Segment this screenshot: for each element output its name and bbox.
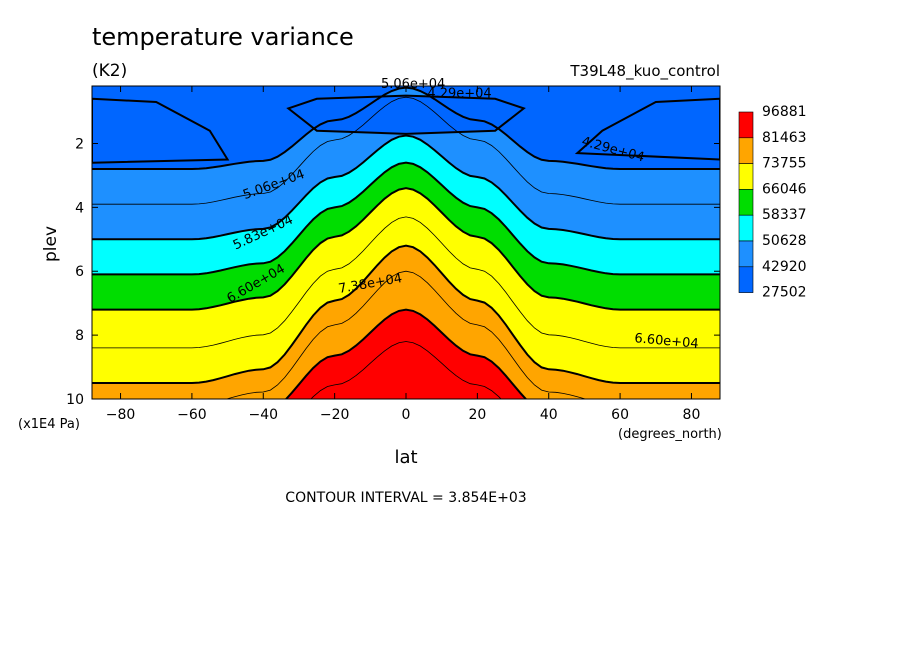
colorbar-swatch (738, 137, 754, 164)
units-label: (K2) (92, 61, 127, 81)
colorbar-label: 42920 (762, 259, 807, 275)
x-axis-title: lat (394, 447, 417, 468)
band-42920 (92, 87, 720, 240)
colorbar-label: 58337 (762, 207, 807, 223)
x-tick-label: 0 (402, 407, 411, 423)
x-axis: −80 −60 −40 −20 0 20 40 60 80 (106, 86, 701, 423)
y-tick-label: 4 (75, 200, 84, 216)
x-tick-label: 80 (683, 407, 701, 423)
colorbar-label: 27502 (762, 285, 807, 301)
colorbar-label: 73755 (762, 156, 807, 172)
chart-title: temperature variance (92, 23, 354, 51)
contour-interval-note: CONTOUR INTERVAL = 3.854E+03 (285, 490, 526, 506)
band-50628 (92, 135, 720, 275)
y-tick-label: 6 (75, 264, 84, 280)
y-tick-label: 8 (75, 328, 84, 344)
contour-line-5 (92, 216, 720, 349)
y-axis-units: (x1E4 Pa) (18, 417, 80, 432)
contour-label-0: 5.06e+04 (381, 77, 445, 92)
band-58337 (92, 162, 720, 310)
contour-line-2 (92, 134, 720, 241)
y-tick-label: 2 (75, 136, 84, 152)
contour-line-8 (284, 308, 528, 399)
y-tick-label: 10 (66, 392, 84, 408)
colorbar-swatch (738, 189, 754, 216)
contour-line-9 (310, 341, 502, 399)
x-tick-label: −60 (177, 407, 207, 423)
colorbar-swatch (738, 163, 754, 190)
contour-line-3 (92, 161, 720, 276)
upper-pool-2 (286, 94, 526, 135)
x-tick-label: 60 (611, 407, 629, 423)
y-axis-title: plev (41, 226, 61, 262)
dataset-label: T39L48_kuo_control (569, 62, 720, 81)
band-27502 (92, 86, 720, 169)
colorbar: 96881 81463 73755 66046 58337 50628 42920 27502 (738, 104, 807, 301)
contour-line-6 (92, 244, 720, 384)
x-tick-label: −20 (320, 407, 350, 423)
contour-line-4 (92, 187, 720, 311)
x-tick-label: −80 (106, 407, 136, 423)
colorbar-swatch (738, 111, 754, 139)
upper-pool-1 (574, 97, 720, 161)
colorbar-label: 96881 (762, 104, 807, 120)
band-66046 (92, 188, 720, 383)
x-tick-label: 20 (468, 407, 486, 423)
colorbar-swatch (738, 214, 754, 242)
colorbar-label: 81463 (762, 130, 807, 146)
colorbar-label: 66046 (762, 181, 807, 197)
contour-line-1 (92, 96, 720, 205)
x-axis-units: (degrees_north) (618, 427, 722, 442)
colorbar-label: 50628 (762, 233, 807, 249)
upper-pool-0 (92, 97, 230, 164)
contour-line-7 (225, 270, 587, 399)
contour-label-1: 4.29e+04 (427, 86, 491, 101)
x-tick-label: −40 (248, 407, 278, 423)
contour-label-7: 6.60e+04 (634, 331, 699, 352)
y-axis: 2 4 6 8 10 (66, 136, 720, 408)
band-81463 (286, 309, 526, 399)
colorbar-swatch (738, 240, 754, 268)
plot-area: 5.06e+044.29e+044.29e+045.06e+045.83e+04… (91, 77, 721, 400)
colorbar-swatch (738, 266, 754, 293)
x-tick-label: 40 (540, 407, 558, 423)
